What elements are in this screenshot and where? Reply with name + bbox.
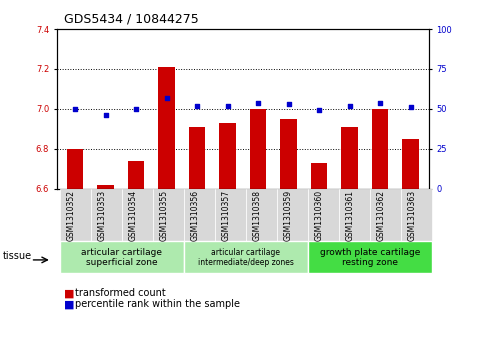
Point [193,103,201,109]
Bar [97,185,114,189]
Bar [402,139,419,189]
Text: ■: ■ [64,288,74,298]
Text: GDS5434 / 10844275: GDS5434 / 10844275 [64,13,199,26]
Text: GSM1310359: GSM1310359 [283,190,292,241]
Bar [372,109,388,189]
Point [284,101,292,107]
Text: GSM1310357: GSM1310357 [221,190,230,241]
Text: GSM1310362: GSM1310362 [377,190,386,241]
Point [132,106,140,112]
Bar [341,127,358,189]
Text: GSM1310353: GSM1310353 [97,190,106,241]
Point [102,113,109,118]
Bar [219,123,236,189]
Text: GSM1310356: GSM1310356 [190,190,199,241]
Bar [128,161,144,189]
Bar [67,149,83,189]
Text: transformed count: transformed count [75,288,166,298]
Point [71,106,79,112]
Point [315,107,323,113]
Text: percentile rank within the sample: percentile rank within the sample [75,299,240,309]
Text: articular cartilage
superficial zone: articular cartilage superficial zone [81,248,162,267]
Text: GSM1310354: GSM1310354 [128,190,138,241]
Point [346,103,353,109]
Point [254,99,262,105]
Text: articular cartilage
intermediate/deep zones: articular cartilage intermediate/deep zo… [198,248,294,267]
Text: ■: ■ [64,299,74,309]
Bar [311,163,327,189]
Point [224,103,232,109]
Text: GSM1310358: GSM1310358 [252,190,261,241]
Bar [189,127,206,189]
Text: GSM1310360: GSM1310360 [315,190,323,241]
Text: GSM1310352: GSM1310352 [66,190,75,241]
Text: GSM1310361: GSM1310361 [346,190,354,241]
Text: tissue: tissue [2,251,32,261]
Point [376,99,384,105]
Point [407,105,415,110]
Text: growth plate cartilage
resting zone: growth plate cartilage resting zone [320,248,420,267]
Point [163,95,171,101]
Bar [158,67,175,189]
Text: GSM1310363: GSM1310363 [408,190,417,241]
Bar [280,119,297,189]
Text: GSM1310355: GSM1310355 [159,190,168,241]
Bar [249,109,266,189]
